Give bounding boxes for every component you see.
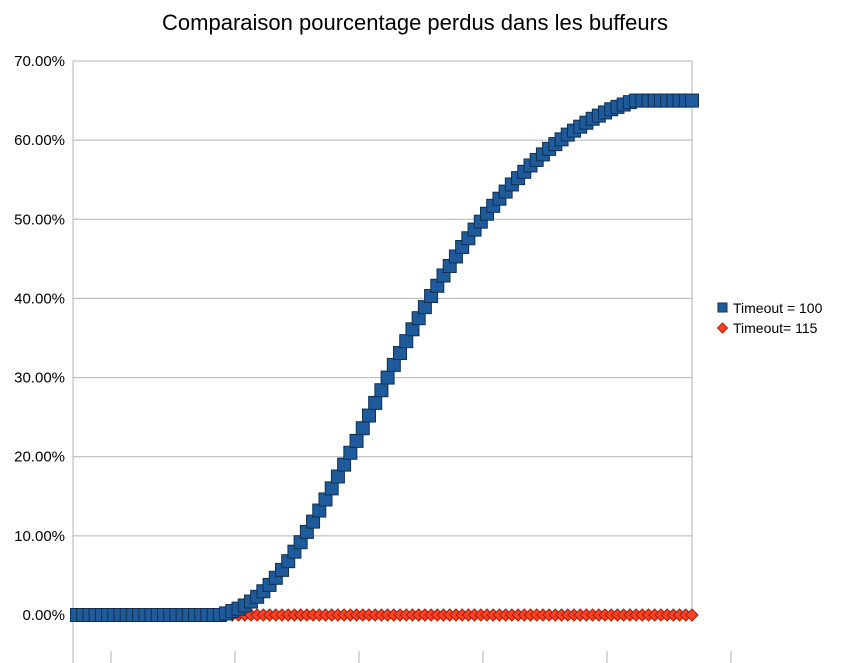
legend: Timeout = 100 Timeout= 115 xyxy=(716,300,823,336)
legend-label: Timeout = 100 xyxy=(733,300,823,316)
y-tick-label: 30.00% xyxy=(14,370,65,387)
data-point-square xyxy=(361,408,376,423)
data-point-diamond xyxy=(685,608,699,622)
legend-marker-square xyxy=(717,302,728,313)
data-point-square xyxy=(355,421,370,436)
y-tick-label: 50.00% xyxy=(14,211,65,228)
data-point-square xyxy=(393,346,408,361)
axis-layer: 0.00% 10.00% 20.00% 30.00% 40.00% 50.00% 60.00… xyxy=(14,53,732,663)
data-point-square xyxy=(685,93,699,108)
data-point-square xyxy=(380,370,395,385)
data-point-square xyxy=(368,395,383,410)
y-tick-label: 40.00% xyxy=(14,290,65,307)
data-point-square xyxy=(349,433,364,448)
chart-title: Comparaison pourcentage perdus dans les … xyxy=(162,10,668,35)
data-point-square xyxy=(343,445,358,460)
data-point-square xyxy=(386,357,401,372)
y-tick-label: 20.00% xyxy=(14,449,65,466)
series-square xyxy=(70,93,699,622)
data-point-square xyxy=(324,481,339,496)
series-layer xyxy=(70,93,699,622)
y-tick-label: 0.00% xyxy=(22,607,65,624)
grid-layer xyxy=(73,60,692,616)
y-tick-label: 10.00% xyxy=(14,528,65,545)
data-point-square xyxy=(330,469,345,484)
data-point-square xyxy=(337,457,352,472)
y-tick-label: 70.00% xyxy=(14,53,65,70)
y-tick-label: 60.00% xyxy=(14,132,65,149)
data-point-square xyxy=(374,383,389,398)
legend-label: Timeout= 115 xyxy=(733,320,818,336)
data-point-square xyxy=(399,334,414,349)
legend-marker-diamond xyxy=(716,322,729,334)
